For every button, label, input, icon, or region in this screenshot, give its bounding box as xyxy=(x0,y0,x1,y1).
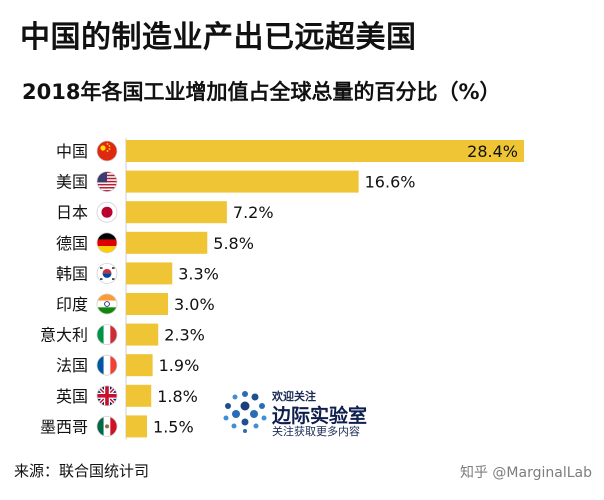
category-label: 中国 xyxy=(56,142,88,161)
bar xyxy=(126,384,152,407)
category-label: 德国 xyxy=(56,234,88,253)
bar xyxy=(126,354,153,377)
category-label: 意大利 xyxy=(40,326,88,345)
data-label: 28.4% xyxy=(467,142,518,161)
data-label: 7.2% xyxy=(233,203,274,222)
category-label: 印度 xyxy=(56,295,88,314)
watermark: 知乎 @MarginalLab xyxy=(459,465,592,481)
category-label: 英国 xyxy=(56,387,88,406)
italy-flag-icon xyxy=(96,324,118,346)
dots-logo-icon xyxy=(223,391,267,433)
data-label: 3.3% xyxy=(178,264,219,283)
data-label: 3.0% xyxy=(174,295,215,314)
bar xyxy=(126,415,148,438)
bar xyxy=(126,170,359,193)
france-flag-icon xyxy=(96,354,118,376)
chart-subtitle: 2018年各国工业增加值占全球总量的百分比（%） xyxy=(22,80,501,104)
category-label: 韩国 xyxy=(56,264,88,283)
category-label: 美国 xyxy=(56,173,88,192)
category-label: 日本 xyxy=(56,203,88,222)
bar xyxy=(126,293,169,315)
bar xyxy=(126,201,227,224)
data-label: 1.5% xyxy=(153,417,194,436)
data-label: 5.8% xyxy=(213,234,254,253)
bar xyxy=(126,262,173,285)
data-label: 1.8% xyxy=(157,387,198,406)
bar xyxy=(126,140,524,162)
uk-flag-icon xyxy=(96,385,118,407)
japan-flag-icon xyxy=(96,201,118,223)
promo-badge: 欢迎关注 边际实验室 关注获取更多内容 xyxy=(222,386,392,442)
data-label: 2.3% xyxy=(164,326,205,345)
india-flag-icon xyxy=(96,293,118,315)
chart-title: 中国的制造业产出已远超美国 xyxy=(20,20,417,55)
category-label: 墨西哥 xyxy=(40,417,88,436)
germany-flag-icon xyxy=(96,232,118,254)
promo-line-3: 关注获取更多内容 xyxy=(272,425,360,438)
bar xyxy=(126,231,208,254)
mexico-flag-icon xyxy=(96,415,118,437)
china-flag-icon xyxy=(96,140,118,162)
bar xyxy=(126,323,159,346)
promo-line-2: 边际实验室 xyxy=(272,405,368,427)
data-label: 16.6% xyxy=(365,173,416,192)
bar-chart: 中国 28.4% 美国 16.6% 日本 7.2% 德国 5.8% 韩国 3.3% 印度 3.0% 意大… xyxy=(40,138,524,440)
usa-flag-icon xyxy=(96,171,118,193)
data-label: 1.9% xyxy=(159,356,200,375)
source-note: 来源：联合国统计司 xyxy=(14,462,150,480)
south-korea-flag-icon xyxy=(96,262,118,284)
category-label: 法国 xyxy=(56,356,88,375)
promo-line-1: 欢迎关注 xyxy=(272,390,316,403)
